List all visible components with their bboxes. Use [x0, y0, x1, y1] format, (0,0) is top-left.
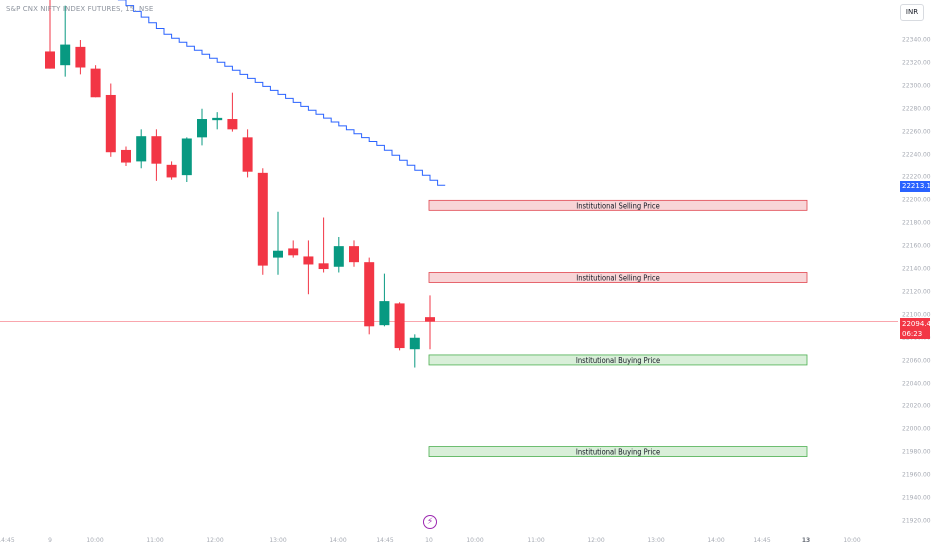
- buying-zone-box: [428, 354, 808, 366]
- price-tick-label: 22280.00: [902, 105, 931, 113]
- time-tick-label: 14:45: [376, 537, 394, 544]
- price-tick-label: 22220.00: [902, 173, 931, 181]
- price-tick-label: 22180.00: [902, 219, 931, 227]
- selling-zone-box: [428, 199, 808, 211]
- candle-body: [136, 136, 147, 162]
- selling-zone-label: Institutional Selling Price: [576, 273, 660, 282]
- time-tick-label: 14:45: [753, 537, 771, 544]
- selling-zone-box: [428, 272, 808, 283]
- price-tick-label: 22060.00: [902, 357, 931, 365]
- candle-body: [318, 263, 329, 270]
- candle-body: [379, 301, 390, 326]
- price-tick-label: 22020.00: [902, 402, 931, 410]
- price-tick-label: 22200.00: [902, 196, 931, 204]
- last-price-tag: 22094.40 06:23: [900, 318, 932, 339]
- candle-body: [60, 44, 71, 66]
- time-tick-label: 10:00: [86, 537, 104, 544]
- candle-body: [288, 248, 299, 256]
- last-price-value: 22094.40: [902, 320, 932, 328]
- time-tick-label: 13:00: [647, 537, 665, 544]
- candle-body: [242, 137, 253, 172]
- time-tick-label: 11:00: [527, 537, 545, 544]
- candle-body: [121, 149, 131, 163]
- candle-body: [105, 94, 116, 153]
- candle-body: [197, 119, 207, 138]
- selling-zone-label: Institutional Selling Price: [576, 201, 660, 210]
- candle-body: [75, 46, 86, 68]
- price-tick-label: 22240.00: [902, 151, 931, 159]
- candle-body: [349, 246, 359, 263]
- price-tick-label: 21980.00: [902, 448, 931, 456]
- buying-zone-label: Institutional Buying Price: [576, 448, 660, 457]
- time-tick-label: 9: [48, 537, 52, 544]
- candle-body: [303, 256, 314, 265]
- time-tick-label: 14:00: [707, 537, 725, 544]
- trendline: [117, 0, 446, 186]
- lightning-icon[interactable]: ⚡: [423, 515, 437, 529]
- candle-body: [181, 138, 192, 176]
- candle-body: [257, 172, 268, 266]
- time-tick-label: 13:00: [269, 537, 287, 544]
- price-tick-label: 22260.00: [902, 128, 931, 136]
- candle-body: [394, 303, 405, 349]
- candle-body: [166, 164, 177, 178]
- price-tick-label: 22300.00: [902, 82, 931, 90]
- candle-body: [212, 117, 223, 121]
- trendline-price-tag: 22213.16: [900, 181, 932, 192]
- price-tick-label: 21960.00: [902, 471, 931, 479]
- candle-body: [90, 68, 101, 98]
- price-tick-label: 22040.00: [902, 380, 931, 388]
- time-tick-label: 10:00: [466, 537, 484, 544]
- price-tick-label: 22120.00: [902, 288, 931, 296]
- candle-body: [409, 337, 420, 350]
- price-tick-label: 22000.00: [902, 425, 931, 433]
- candle-body: [45, 51, 55, 69]
- price-tick-label: 22340.00: [902, 36, 931, 44]
- buying-zone-label: Institutional Buying Price: [576, 356, 660, 365]
- time-tick-label: 13: [801, 537, 811, 544]
- time-tick-label: 12:00: [587, 537, 605, 544]
- time-tick-label: 12:00: [206, 537, 224, 544]
- price-tick-label: 21920.00: [902, 517, 931, 525]
- currency-button[interactable]: INR: [900, 4, 924, 21]
- time-tick-label: 14:45: [0, 537, 15, 544]
- candle-body: [227, 119, 238, 130]
- price-tick-label: 21940.00: [902, 494, 931, 502]
- price-tick-label: 22140.00: [902, 265, 931, 273]
- bar-countdown: 06:23: [902, 330, 923, 338]
- price-tick-label: 22160.00: [902, 242, 931, 250]
- candle-body: [425, 317, 435, 322]
- time-tick-label: 14:00: [329, 537, 347, 544]
- time-tick-label: 10:00: [843, 537, 861, 544]
- time-tick-label: 11:00: [146, 537, 164, 544]
- candle-body: [273, 250, 283, 258]
- candle-body: [151, 136, 162, 164]
- time-tick-label: 10: [425, 537, 433, 544]
- symbol-title: S&P CNX NIFTY INDEX FUTURES, 15, NSE: [6, 5, 154, 13]
- candle-body: [333, 246, 344, 267]
- candle-body: [364, 262, 375, 327]
- price-tick-label: 22320.00: [902, 59, 931, 67]
- price-tick-label: 22100.00: [902, 311, 931, 319]
- buying-zone-box: [428, 446, 808, 457]
